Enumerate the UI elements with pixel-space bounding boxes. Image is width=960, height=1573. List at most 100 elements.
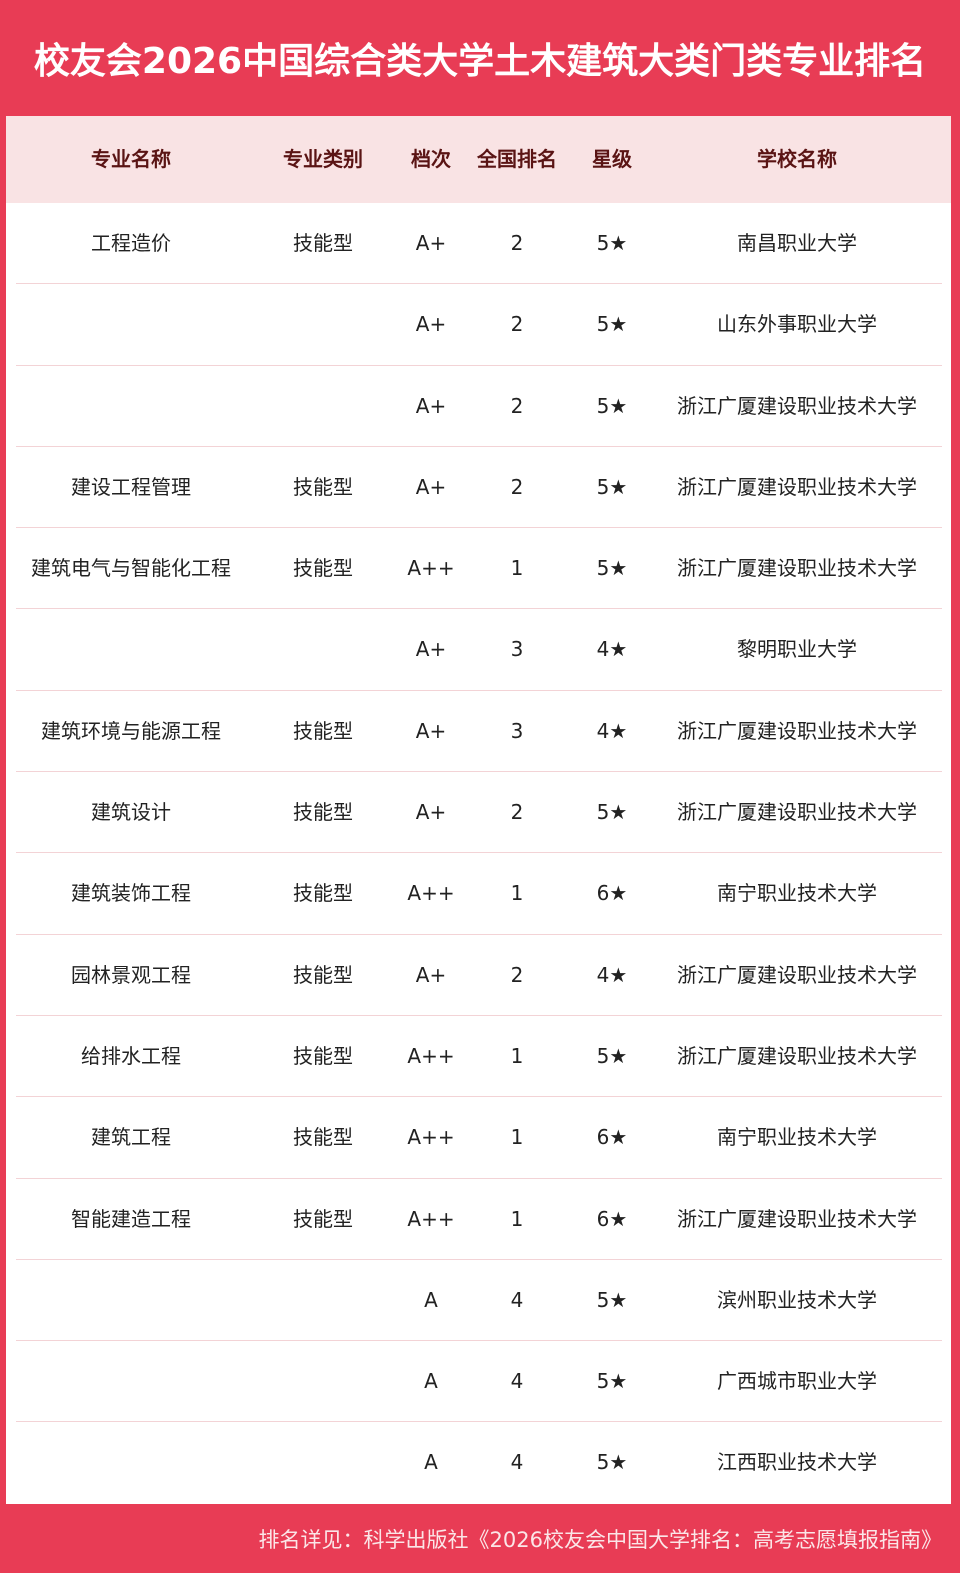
- cell-national-rank: 2: [510, 474, 524, 499]
- table-row: A+ 2 5★ 浙江广厦建设职业技术大学: [16, 366, 942, 447]
- cell-grade: A+: [415, 800, 447, 825]
- cell-grade: A+: [415, 718, 447, 743]
- cell-national-rank: 4: [510, 1450, 524, 1475]
- cell-grade: A+: [415, 312, 447, 337]
- cell-star-level: 5★: [596, 800, 628, 825]
- cell-school-name: 滨州职业技术大学: [717, 1287, 877, 1312]
- cell-major-type: 技能型: [293, 962, 353, 987]
- cell-star-level: 5★: [596, 474, 628, 499]
- cell-star-level: 5★: [596, 1369, 628, 1394]
- cell-school-name: 山东外事职业大学: [717, 312, 877, 337]
- cell-school-name: 浙江广厦建设职业技术大学: [677, 962, 917, 987]
- table-row: A 4 5★ 江西职业技术大学: [16, 1422, 942, 1503]
- cell-star-level: 4★: [596, 718, 628, 743]
- cell-major-name: 建设工程管理: [71, 474, 191, 499]
- cell-grade: A++: [407, 1043, 455, 1068]
- cell-major-type: 技能型: [293, 800, 353, 825]
- cell-major-name: 建筑工程: [91, 1125, 171, 1150]
- cell-major-name: 给排水工程: [81, 1043, 181, 1068]
- table-row: A+ 2 5★ 山东外事职业大学: [16, 284, 942, 366]
- cell-grade: A+: [415, 231, 447, 255]
- cell-major-name: 建筑电气与智能化工程: [31, 556, 231, 581]
- cell-school-name: 浙江广厦建设职业技术大学: [677, 718, 917, 743]
- cell-national-rank: 4: [510, 1369, 524, 1394]
- page-title: 校友会2026中国综合类大学土木建筑大类门类专业排名: [33, 41, 927, 82]
- cell-star-level: 6★: [596, 1206, 628, 1231]
- cell-school-name: 广西城市职业大学: [717, 1369, 877, 1394]
- cell-national-rank: 1: [510, 881, 524, 906]
- cell-major-type: 技能型: [293, 231, 353, 255]
- cell-star-level: 5★: [596, 312, 628, 337]
- cell-grade: A++: [407, 881, 455, 906]
- cell-grade: A: [424, 1450, 438, 1475]
- table-header: 专业名称 专业类别 档次 全国排名 星级 学校名称: [6, 116, 951, 203]
- cell-national-rank: 2: [510, 800, 524, 825]
- cell-star-level: 5★: [596, 1043, 628, 1068]
- cell-star-level: 6★: [596, 1125, 628, 1150]
- cell-school-name: 南宁职业技术大学: [717, 1125, 877, 1150]
- cell-school-name: 浙江广厦建设职业技术大学: [677, 474, 917, 499]
- cell-major-name: 园林景观工程: [71, 962, 191, 987]
- cell-major-type: 技能型: [293, 881, 353, 906]
- cell-star-level: 5★: [596, 393, 628, 418]
- cell-national-rank: 1: [510, 556, 524, 581]
- cell-school-name: 浙江广厦建设职业技术大学: [677, 1206, 917, 1231]
- cell-star-level: 4★: [596, 962, 628, 987]
- cell-school-name: 南宁职业技术大学: [717, 881, 877, 906]
- cell-grade: A: [424, 1369, 438, 1394]
- cell-national-rank: 2: [510, 312, 524, 337]
- cell-major-type: 技能型: [293, 1125, 353, 1150]
- cell-grade: A++: [407, 1206, 455, 1231]
- cell-major-type: 技能型: [293, 474, 353, 499]
- cell-national-rank: 1: [510, 1206, 524, 1231]
- cell-school-name: 江西职业技术大学: [717, 1450, 877, 1475]
- cell-star-level: 5★: [596, 1287, 628, 1312]
- table-row: 建筑电气与智能化工程 技能型 A++ 1 5★ 浙江广厦建设职业技术大学: [16, 528, 942, 610]
- table-row: 智能建造工程 技能型 A++ 1 6★ 浙江广厦建设职业技术大学: [16, 1179, 942, 1260]
- cell-grade: A+: [415, 637, 447, 662]
- column-header-school-name: 学校名称: [757, 147, 837, 171]
- cell-star-level: 5★: [596, 1450, 628, 1475]
- table-row: 园林景观工程 技能型 A+ 2 4★ 浙江广厦建设职业技术大学: [16, 935, 942, 1016]
- column-header-major-type: 专业类别: [283, 147, 363, 171]
- table-row: 工程造价 技能型 A+ 2 5★ 南昌职业大学: [16, 203, 942, 285]
- column-header-grade: 档次: [411, 147, 451, 171]
- cell-major-type: 技能型: [293, 556, 353, 581]
- cell-school-name: 浙江广厦建设职业技术大学: [677, 1043, 917, 1068]
- cell-star-level: 6★: [596, 881, 628, 906]
- column-header-national-rank: 全国排名: [477, 147, 557, 171]
- cell-star-level: 4★: [596, 637, 628, 662]
- source-footer: 排名详见：科学出版社《2026校友会中国大学排名：高考志愿填报指南》: [258, 1527, 942, 1552]
- cell-national-rank: 1: [510, 1125, 524, 1150]
- cell-national-rank: 3: [510, 637, 524, 662]
- cell-star-level: 5★: [596, 556, 628, 581]
- cell-grade: A++: [407, 1125, 455, 1150]
- cell-grade: A+: [415, 474, 447, 499]
- cell-major-name: 建筑装饰工程: [71, 881, 191, 906]
- cell-major-type: 技能型: [293, 718, 353, 743]
- cell-grade: A++: [407, 556, 455, 581]
- table-row: 建筑装饰工程 技能型 A++ 1 6★ 南宁职业技术大学: [16, 853, 942, 935]
- cell-school-name: 浙江广厦建设职业技术大学: [677, 800, 917, 825]
- column-header-star-level: 星级: [592, 147, 632, 171]
- cell-star-level: 5★: [596, 231, 628, 255]
- cell-major-name: 建筑设计: [91, 800, 171, 825]
- ranking-table: 专业名称 专业类别 档次 全国排名 星级 学校名称 工程造价 技能型 A+ 2 5★ 南昌职业大学 A…: [6, 116, 951, 1504]
- cell-national-rank: 2: [510, 962, 524, 987]
- cell-grade: A+: [415, 393, 447, 418]
- table-row: A 4 5★ 广西城市职业大学: [16, 1341, 942, 1423]
- table-body: 工程造价 技能型 A+ 2 5★ 南昌职业大学 A+ 2 5★ 山东外事职业大学 A+ 2 5★ 浙江广厦…: [6, 203, 951, 1504]
- cell-major-name: 智能建造工程: [71, 1206, 191, 1231]
- table-row: 建筑工程 技能型 A++ 1 6★ 南宁职业技术大学: [16, 1097, 942, 1179]
- cell-major-name: 工程造价: [91, 231, 171, 255]
- table-row: A 4 5★ 滨州职业技术大学: [16, 1260, 942, 1342]
- table-row: 给排水工程 技能型 A++ 1 5★ 浙江广厦建设职业技术大学: [16, 1016, 942, 1098]
- cell-school-name: 浙江广厦建设职业技术大学: [677, 393, 917, 418]
- table-row: 建筑设计 技能型 A+ 2 5★ 浙江广厦建设职业技术大学: [16, 772, 942, 854]
- cell-grade: A+: [415, 962, 447, 987]
- cell-national-rank: 2: [510, 231, 524, 255]
- table-row: 建设工程管理 技能型 A+ 2 5★ 浙江广厦建设职业技术大学: [16, 447, 942, 529]
- cell-major-type: 技能型: [293, 1043, 353, 1068]
- cell-grade: A: [424, 1287, 438, 1312]
- cell-school-name: 黎明职业大学: [737, 637, 857, 662]
